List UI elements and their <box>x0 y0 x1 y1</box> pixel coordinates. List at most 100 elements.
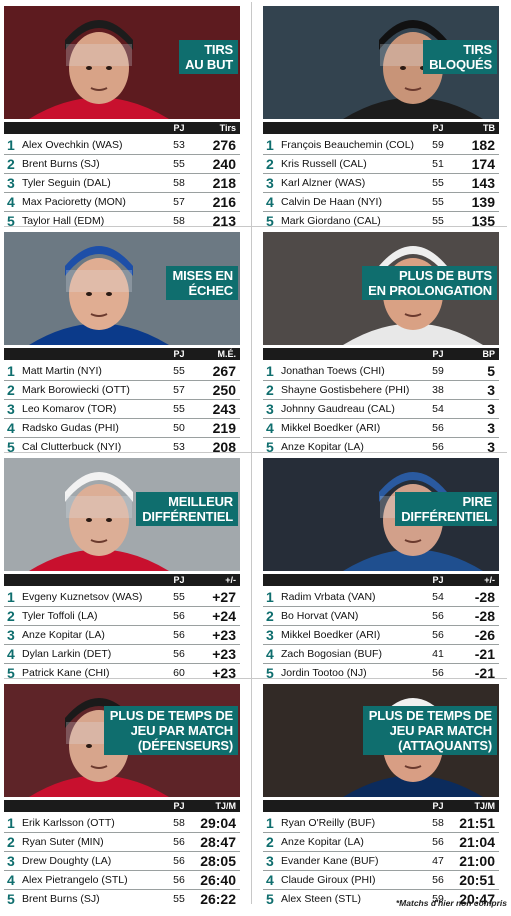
category-title-line: AU BUT <box>185 57 233 72</box>
stat-value: 20:47 <box>459 891 495 907</box>
player-name: Patrick Kane (CHI) <box>22 667 110 679</box>
rank-number: 4 <box>7 872 15 888</box>
rank-number: 1 <box>7 137 15 153</box>
stat-value: 3 <box>487 401 495 417</box>
stat-value: 174 <box>471 156 495 172</box>
category-title: MEILLEUR DIFFÉRENTIEL <box>136 492 238 526</box>
games-played: 54 <box>432 403 444 415</box>
table-row: 4 Zach Bogosian (BUF) 41 -21 <box>263 645 499 664</box>
header-stat: Tirs <box>219 123 236 133</box>
player-name: Alex Pietrangelo (STL) <box>22 874 128 886</box>
stat-panel-worst-plus-minus: PIRE DIFFÉRENTIEL PJ +/- 1 Radim Vrbata (VAN)… <box>263 458 499 681</box>
stat-value: -26 <box>474 627 495 643</box>
stat-value: 240 <box>212 156 236 172</box>
category-title-line: (ATTAQUANTS) <box>398 738 492 753</box>
table-row: 2 Bo Horvat (VAN) 56 -28 <box>263 607 499 626</box>
header-games-played: PJ <box>432 123 444 133</box>
player-name: Cal Clutterbuck (NYI) <box>22 441 122 453</box>
games-played: 57 <box>173 196 185 208</box>
category-title: PLUS DE TEMPS DE JEU PAR MATCH (DÉFENSEURS… <box>103 706 238 755</box>
rank-number: 3 <box>7 401 15 417</box>
player-name: Mikkel Boedker (ARI) <box>281 422 381 434</box>
table-row: 5 Jordin Tootoo (NJ) 56 -21 <box>263 664 499 682</box>
games-played: 57 <box>173 384 185 396</box>
header-games-played: PJ <box>432 349 444 359</box>
rank-number: 4 <box>266 194 274 210</box>
rank-number: 3 <box>7 175 15 191</box>
table-row: 1 François Beauchemin (COL) 59 182 <box>263 136 499 155</box>
table-header: PJ +/- <box>263 574 499 586</box>
rank-number: 1 <box>266 589 274 605</box>
player-name: Radim Vrbata (VAN) <box>281 591 376 603</box>
rank-number: 5 <box>266 665 274 681</box>
games-played: 50 <box>173 422 185 434</box>
player-name: Alex Ovechkin (WAS) <box>22 139 123 151</box>
player-name: François Beauchemin (COL) <box>281 139 415 151</box>
player-name: Ryan O'Reilly (BUF) <box>281 817 376 829</box>
games-played: 58 <box>173 215 185 227</box>
table-row: 3 Mikkel Boedker (ARI) 56 -26 <box>263 626 499 645</box>
table-row: 1 Matt Martin (NYI) 55 267 <box>4 362 240 381</box>
stat-value: -21 <box>474 646 495 662</box>
rank-number: 2 <box>7 382 15 398</box>
rank-number: 1 <box>266 815 274 831</box>
table-row: 2 Mark Borowiecki (OTT) 57 250 <box>4 381 240 400</box>
stat-value: 3 <box>487 439 495 455</box>
player-name: Taylor Hall (EDM) <box>22 215 105 227</box>
stat-value: 218 <box>212 175 236 191</box>
category-title-line: (DÉFENSEURS) <box>137 738 233 753</box>
player-name: Brent Burns (SJ) <box>22 158 100 170</box>
stat-panel-shots-on-goal: TIRS AU BUT PJ Tirs 1 Alex Ovechkin (WAS) 53 27… <box>4 6 240 229</box>
table-row: 4 Max Pacioretty (MON) 57 216 <box>4 193 240 212</box>
header-stat: TB <box>483 123 495 133</box>
games-played: 53 <box>173 139 185 151</box>
games-played: 56 <box>173 874 185 886</box>
games-played: 56 <box>432 629 444 641</box>
table-row: 3 Johnny Gaudreau (CAL) 54 3 <box>263 400 499 419</box>
stat-value: 3 <box>487 382 495 398</box>
category-title: PLUS DE TEMPS DE JEU PAR MATCH (ATTAQUANTS… <box>362 706 497 755</box>
rank-number: 3 <box>266 853 274 869</box>
player-name: Max Pacioretty (MON) <box>22 196 126 208</box>
player-name: Anze Kopitar (LA) <box>281 441 364 453</box>
table-row: 2 Brent Burns (SJ) 55 240 <box>4 155 240 174</box>
stat-panel-toi-forwards: PLUS DE TEMPS DE JEU PAR MATCH (ATTAQUANTS… <box>263 684 499 907</box>
category-title-line: JEU PAR MATCH <box>130 723 234 738</box>
stat-value: 182 <box>471 137 495 153</box>
games-played: 60 <box>173 667 185 679</box>
games-played: 59 <box>432 139 444 151</box>
games-played: 55 <box>432 215 444 227</box>
table-row: 3 Evander Kane (BUF) 47 21:00 <box>263 852 499 871</box>
leaders-table: 1 Erik Karlsson (OTT) 58 29:04 2 Ryan Suter (… <box>4 814 240 908</box>
category-title: TIRS AU BUT <box>179 40 238 74</box>
table-row: 5 Brent Burns (SJ) 55 26:22 <box>4 890 240 908</box>
player-name: Matt Martin (NYI) <box>22 365 102 377</box>
table-header: PJ TJ/M <box>4 800 240 812</box>
player-name: Radsko Gudas (PHI) <box>22 422 119 434</box>
table-row: 4 Calvin De Haan (NYI) 55 139 <box>263 193 499 212</box>
stat-value: -21 <box>474 665 495 681</box>
leaders-table: 1 Radim Vrbata (VAN) 54 -28 2 Bo Horvat (VAN)… <box>263 588 499 682</box>
rank-number: 5 <box>266 213 274 229</box>
player-name: Anze Kopitar (LA) <box>22 629 105 641</box>
footnote: *Matchs d'hier non compris <box>395 898 507 908</box>
player-name: Jonathan Toews (CHI) <box>281 365 385 377</box>
column-divider <box>251 2 252 904</box>
header-stat: +/- <box>484 575 495 585</box>
table-row: 3 Tyler Seguin (DAL) 58 218 <box>4 174 240 193</box>
stat-value: 208 <box>212 439 236 455</box>
rank-number: 4 <box>7 194 15 210</box>
table-row: 5 Alex Steen (STL) 59 20:47 <box>263 890 499 908</box>
player-name: Calvin De Haan (NYI) <box>281 196 382 208</box>
stat-value: 250 <box>212 382 236 398</box>
table-row: 5 Taylor Hall (EDM) 58 213 <box>4 212 240 230</box>
stat-panel-best-plus-minus: MEILLEUR DIFFÉRENTIEL PJ +/- 1 Evgeny Kuznets… <box>4 458 240 681</box>
category-title-line: TIRS <box>463 42 492 57</box>
rank-number: 5 <box>266 891 274 907</box>
rank-number: 3 <box>266 627 274 643</box>
table-header: PJ BP <box>263 348 499 360</box>
table-row: 3 Drew Doughty (LA) 56 28:05 <box>4 852 240 871</box>
table-row: 2 Kris Russell (CAL) 51 174 <box>263 155 499 174</box>
player-name: Johnny Gaudreau (CAL) <box>281 403 395 415</box>
player-name: Mark Borowiecki (OTT) <box>22 384 130 396</box>
